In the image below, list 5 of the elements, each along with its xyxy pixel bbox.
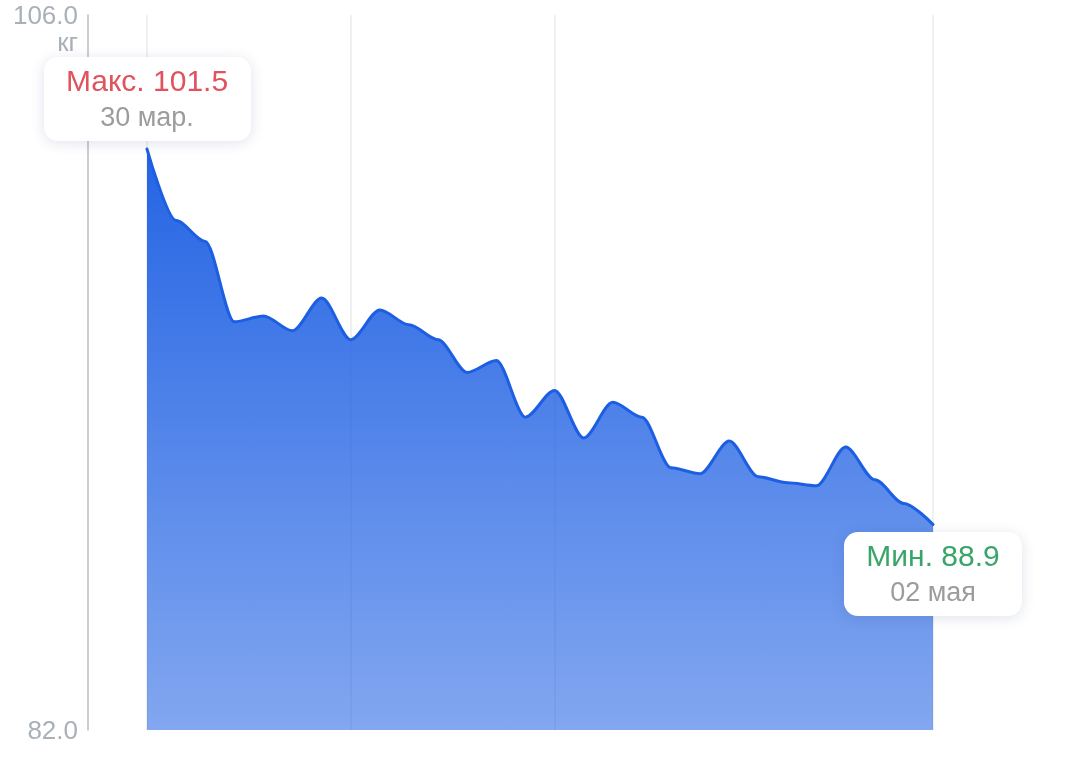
y-tick-label: 106.0 xyxy=(12,0,78,30)
y-tick-label: 82.0 xyxy=(27,715,78,745)
y-axis-title: кг xyxy=(57,27,78,57)
annotation: Макс. 101.5 30 мар. xyxy=(64,63,230,135)
annotation: Мин. 88.9 02 мая xyxy=(865,538,1001,610)
